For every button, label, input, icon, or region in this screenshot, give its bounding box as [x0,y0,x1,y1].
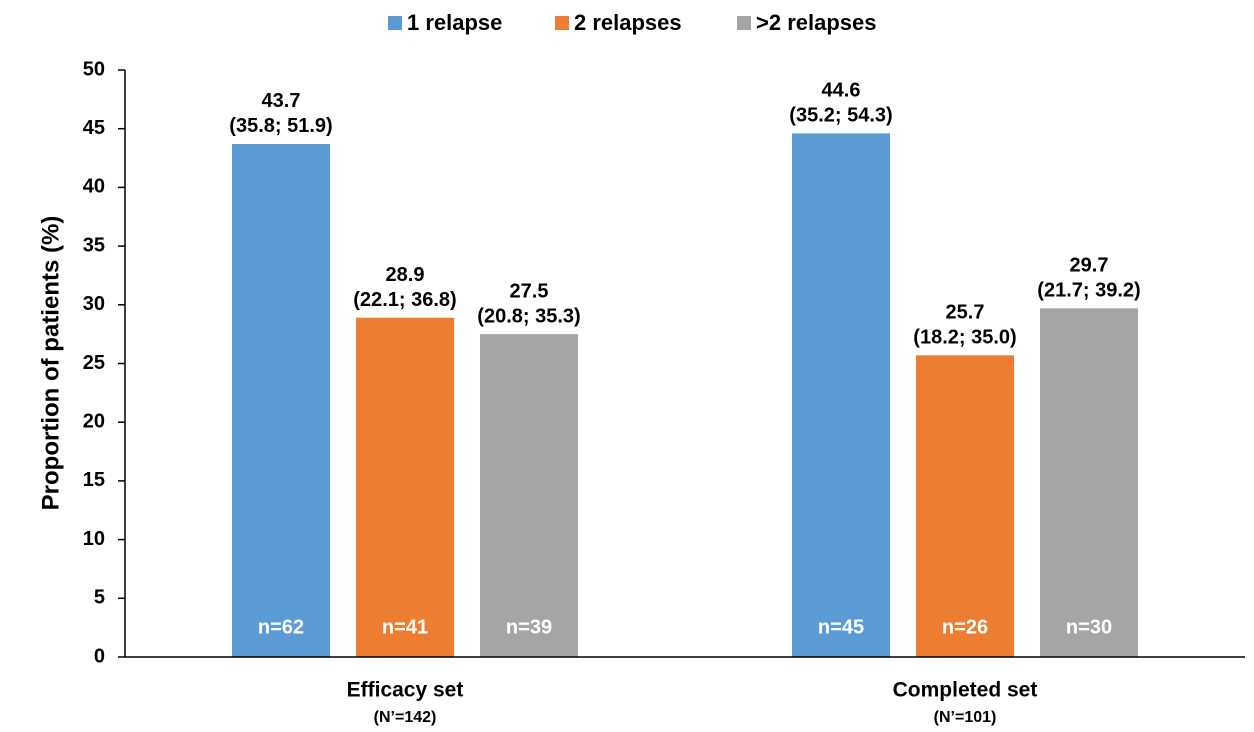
n-label: n=45 [818,616,864,638]
y-tick-label: 20 [83,410,105,432]
y-tick-label: 35 [83,234,105,256]
legend-label: 1 relapse [407,10,502,35]
x-tick-label: Completed set [893,679,1038,702]
y-tick-label: 50 [83,58,105,80]
n-label: n=30 [1066,616,1112,638]
bar [792,133,890,657]
legend-swatch [555,16,569,30]
bar [232,143,330,657]
y-tick-label: 30 [83,293,105,315]
y-tick-label: 0 [94,645,105,667]
bar [1040,308,1138,657]
legend-label: 2 relapses [574,10,682,35]
y-tick-label: 45 [83,117,105,139]
x-tick-label: Efficacy set [347,679,464,702]
value-label: 28.9 [386,264,425,286]
ci-label: (22.1; 36.8) [353,289,456,311]
bar [356,317,454,657]
legend-label: >2 relapses [756,10,876,35]
bar [480,334,578,657]
bar [916,355,1014,657]
ci-label: (21.7; 39.2) [1037,280,1140,302]
y-tick-label: 5 [94,587,105,609]
value-label: 27.5 [510,280,549,302]
x-tick-sublabel: (N’=142) [374,709,437,726]
ci-label: (35.8; 51.9) [229,115,332,137]
x-tick-sublabel: (N’=101) [934,709,997,726]
legend-swatch [388,16,402,30]
n-label: n=62 [258,616,304,638]
ci-label: (35.2; 54.3) [789,105,892,127]
n-label: n=41 [382,616,428,638]
y-tick-label: 10 [83,528,105,550]
legend-swatch [737,16,751,30]
y-tick-label: 40 [83,176,105,198]
y-tick-label: 15 [83,469,105,491]
y-axis-title: Proportion of patients (%) [37,216,64,511]
value-label: 25.7 [946,302,985,324]
value-label: 43.7 [262,90,301,112]
n-label: n=39 [506,616,552,638]
n-label: n=26 [942,616,988,638]
value-label: 44.6 [822,80,861,102]
ci-label: (20.8; 35.3) [477,305,580,327]
y-tick-label: 25 [83,352,105,374]
value-label: 29.7 [1070,255,1109,277]
ci-label: (18.2; 35.0) [913,327,1016,349]
